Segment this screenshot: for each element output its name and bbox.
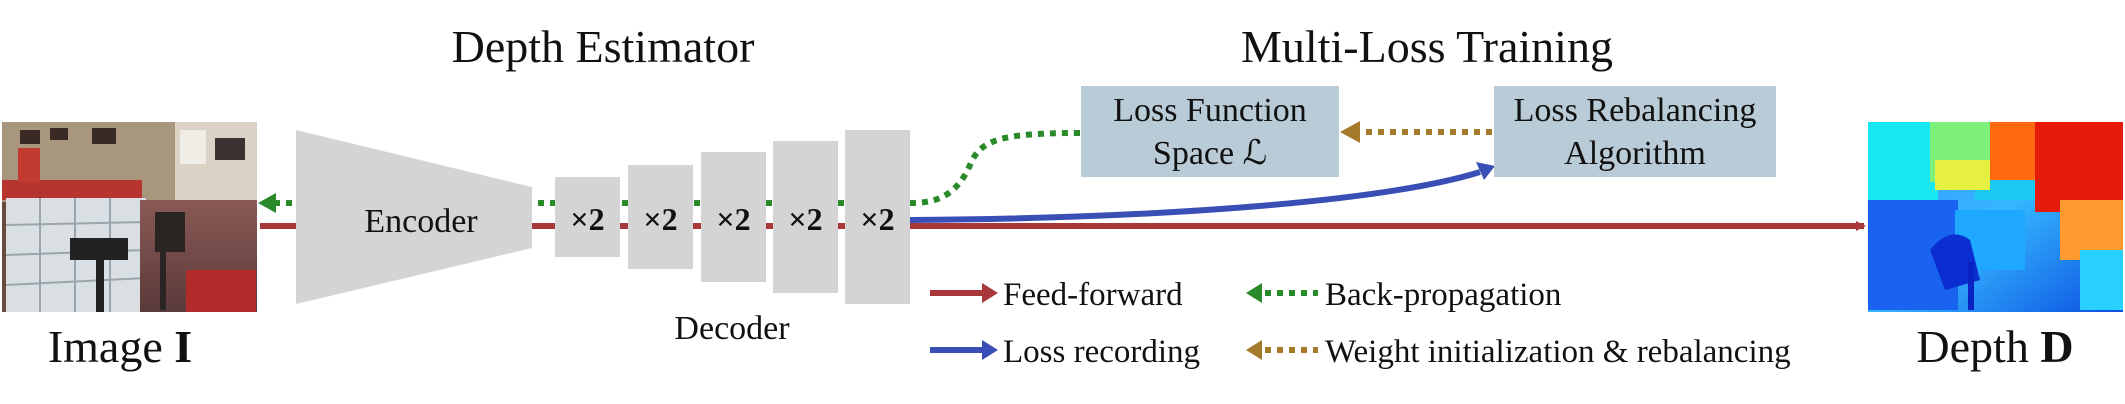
decoder-label: Decoder bbox=[674, 310, 790, 347]
back-propagation-arrowhead bbox=[258, 193, 276, 213]
legend-feed-forward: Feed-forward bbox=[930, 277, 1183, 313]
upsample-block-label-4: ×2 bbox=[788, 201, 822, 237]
depth-estimator-title: Depth Estimator bbox=[452, 21, 755, 72]
loss-function-space-line2: Space ℒ bbox=[1153, 135, 1267, 172]
upsample-block-label-3: ×2 bbox=[716, 201, 750, 237]
upsample-block-label-1: ×2 bbox=[570, 201, 604, 237]
weight-init-arrowhead bbox=[1340, 121, 1360, 143]
output-caption: Depth D bbox=[1916, 321, 2073, 372]
input-caption: Image I bbox=[48, 321, 192, 372]
upsample-block-5 bbox=[845, 130, 910, 304]
upsample-block-4 bbox=[773, 141, 838, 293]
upsample-block-label-5: ×2 bbox=[860, 201, 894, 237]
multi-loss-training-title: Multi-Loss Training bbox=[1241, 21, 1613, 72]
decoder-blocks: ×2 ×2 ×2 ×2 ×2 bbox=[555, 130, 910, 304]
loss-rebalancing-line2: Algorithm bbox=[1564, 135, 1706, 172]
back-propagation-path bbox=[268, 130, 1081, 206]
loss-rebalancing-line1: Loss Rebalancing bbox=[1514, 92, 1757, 129]
loss-recording-path bbox=[909, 169, 1481, 223]
loss-function-space-box bbox=[1081, 86, 1339, 177]
legend-back-propagation-label: Back-propagation bbox=[1325, 277, 1561, 313]
legend-loss-recording: Loss recording bbox=[930, 334, 1200, 370]
legend-feed-forward-label: Feed-forward bbox=[1003, 277, 1183, 313]
upsample-block-label-2: ×2 bbox=[643, 201, 677, 237]
upsample-block-2 bbox=[628, 165, 693, 269]
upsample-block-3 bbox=[701, 152, 766, 282]
upsample-block-1 bbox=[555, 177, 620, 257]
input-image bbox=[2, 122, 257, 312]
legend-weight-init: Weight initialization & rebalancing bbox=[1246, 334, 1791, 370]
loss-rebalancing-box bbox=[1494, 86, 1776, 177]
legend-loss-recording-label: Loss recording bbox=[1003, 334, 1200, 370]
legend-weight-init-label: Weight initialization & rebalancing bbox=[1325, 334, 1791, 370]
loss-function-space-line1: Loss Function bbox=[1113, 92, 1307, 129]
encoder-block bbox=[296, 130, 532, 304]
loss-recording-arrowhead bbox=[1476, 162, 1495, 180]
legend: Feed-forward Back-propagation Loss recor… bbox=[930, 277, 1791, 370]
legend-back-propagation: Back-propagation bbox=[1246, 277, 1561, 313]
encoder-label: Encoder bbox=[364, 203, 478, 240]
depth-map-image bbox=[1868, 122, 2123, 312]
